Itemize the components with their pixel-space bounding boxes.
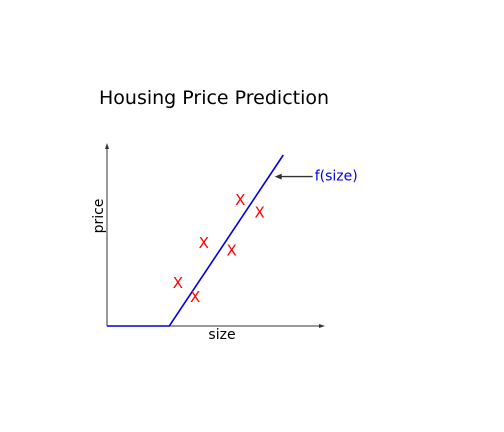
data-point-3: X (199, 234, 209, 252)
data-point-6: X (254, 204, 264, 222)
prediction-line (107, 154, 284, 327)
data-point-5: X (235, 191, 245, 209)
x-axis-label: size (208, 327, 235, 343)
annotation-arrowhead (274, 173, 282, 180)
y-axis-arrowhead (105, 143, 109, 149)
data-point-1: X (173, 274, 183, 292)
data-points: XXX XXX (173, 191, 265, 306)
y-axis-label: price (91, 199, 107, 234)
annotation-label: f(size) (315, 169, 358, 185)
x-axis-arrowhead (319, 324, 325, 328)
data-point-4: X (227, 241, 237, 259)
data-point-2: X (190, 288, 200, 306)
chart-title: Housing Price Prediction (99, 87, 329, 109)
